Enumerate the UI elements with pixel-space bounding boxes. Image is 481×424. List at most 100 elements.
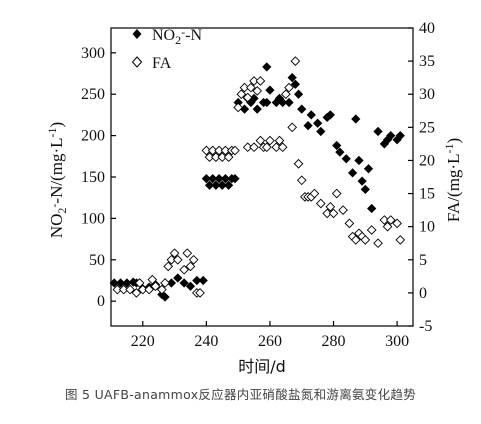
fa-data-point bbox=[204, 152, 215, 162]
filled-diamond-icon bbox=[132, 29, 142, 39]
fa-data-point bbox=[214, 145, 224, 156]
no2-data-point bbox=[278, 97, 288, 108]
no2-data-point bbox=[373, 126, 383, 137]
no2-data-point bbox=[192, 275, 202, 286]
fa-data-point bbox=[395, 235, 406, 245]
fa-data-point bbox=[242, 92, 253, 103]
y-left-tick-label: 200 bbox=[81, 128, 105, 145]
no2-data-point bbox=[284, 97, 294, 108]
fa-data-point bbox=[252, 86, 263, 96]
fa-data-point bbox=[223, 152, 234, 162]
x-axis-title: 时间/d bbox=[238, 357, 286, 376]
fa-data-point bbox=[265, 135, 275, 146]
fa-data-point bbox=[296, 175, 307, 186]
fa-data-point bbox=[207, 145, 218, 156]
fa-data-point bbox=[147, 274, 158, 285]
fa-data-point bbox=[157, 284, 167, 295]
y-left-tick-label: 150 bbox=[81, 169, 105, 186]
fa-data-point bbox=[344, 218, 355, 229]
y-right-tick-label: 25 bbox=[419, 119, 435, 136]
x-tick-label: 280 bbox=[322, 333, 346, 350]
fa-data-point bbox=[185, 261, 196, 272]
fa-data-point bbox=[261, 142, 272, 153]
fa-data-point bbox=[328, 208, 339, 219]
y-right-tick-label: 15 bbox=[419, 186, 435, 203]
legend-label-fa: FA bbox=[152, 55, 172, 72]
fa-data-point bbox=[160, 278, 170, 288]
y-left-tick-label: 250 bbox=[81, 86, 105, 103]
no2-data-point bbox=[335, 147, 345, 157]
no2-data-point bbox=[351, 114, 361, 124]
no2-data-point bbox=[367, 203, 377, 214]
fa-data-point bbox=[249, 142, 259, 153]
fa-data-point bbox=[112, 284, 123, 295]
legend: NO2--N FA bbox=[131, 25, 202, 72]
y-left-tick-label: 100 bbox=[81, 210, 105, 227]
no2-data-point bbox=[252, 104, 262, 114]
no2-data-point bbox=[262, 97, 272, 108]
no2-data-point bbox=[325, 110, 335, 120]
fa-data-point bbox=[284, 82, 294, 93]
figure-caption: 图 5 UAFB-anammox反应器内亚硝酸盐氮和游离氨变化趋势 bbox=[64, 387, 417, 402]
no2-data-point bbox=[303, 121, 313, 131]
fa-data-point bbox=[220, 145, 231, 156]
chart: 220 240 260 280 300 0 50 100 150 200 250 300 -5 0 5 10 1… bbox=[45, 20, 463, 376]
fa-data-point bbox=[249, 76, 259, 86]
fa-data-point bbox=[182, 248, 193, 258]
open-diamond-icon bbox=[131, 56, 143, 68]
no2-data-point bbox=[341, 154, 351, 164]
y-right-tick-label: 35 bbox=[419, 53, 435, 70]
y-left-tick-label: 300 bbox=[81, 45, 105, 62]
no2-data-point bbox=[201, 174, 211, 184]
legend-item-no2: NO2--N bbox=[132, 25, 202, 47]
no2-data-point bbox=[173, 273, 183, 283]
fa-data-point bbox=[242, 142, 253, 153]
fa-data-point bbox=[309, 188, 320, 199]
fa-data-point bbox=[137, 284, 148, 295]
no2-data-point bbox=[290, 79, 301, 89]
fa-data-point bbox=[125, 284, 135, 295]
no2-data-point bbox=[204, 180, 215, 190]
x-tick-label: 220 bbox=[131, 333, 155, 350]
fa-data-point bbox=[385, 215, 396, 225]
fa-data-point bbox=[255, 135, 266, 146]
no2-data-point bbox=[198, 275, 208, 286]
y-left-tick-label: 0 bbox=[97, 293, 105, 310]
no2-data-point bbox=[208, 174, 218, 184]
fa-data-point bbox=[201, 145, 212, 156]
no2-data-point bbox=[185, 281, 196, 291]
legend-label-no2: NO2--N bbox=[152, 25, 202, 47]
fa-data-point bbox=[230, 145, 240, 156]
fa-data-point bbox=[360, 235, 371, 245]
no2-data-point bbox=[293, 89, 304, 99]
no2-data-point bbox=[332, 140, 342, 151]
no2-data-point bbox=[230, 174, 240, 184]
y-right-tick-label: 40 bbox=[419, 20, 435, 37]
fa-data-point bbox=[179, 264, 189, 275]
fa-data-point bbox=[325, 201, 336, 212]
fa-data-point bbox=[350, 235, 361, 245]
fa-data-point bbox=[293, 158, 304, 169]
no2-data-point bbox=[360, 184, 370, 195]
no2-data-point bbox=[217, 180, 227, 190]
y-right-tick-label: 10 bbox=[419, 219, 435, 236]
fa-data-point bbox=[331, 188, 342, 199]
fa-data-point bbox=[118, 284, 129, 295]
y-right-tick-label: 20 bbox=[419, 152, 435, 169]
no2-data-point bbox=[262, 62, 272, 72]
y-left-tick-label: 50 bbox=[89, 252, 105, 269]
fa-data-point bbox=[277, 142, 288, 153]
y-right-tick-label: -5 bbox=[419, 318, 432, 335]
fa-data-point bbox=[134, 278, 145, 288]
y-right-tick-label: 0 bbox=[419, 285, 427, 302]
fa-data-point bbox=[338, 205, 348, 215]
y-axis-left-title: NO2--N/(mg·L-1) bbox=[45, 122, 69, 238]
fa-data-point bbox=[315, 198, 326, 209]
fa-data-point bbox=[233, 102, 243, 113]
fa-data-point bbox=[169, 248, 180, 258]
no2-data-point bbox=[109, 278, 119, 288]
fa-data-point bbox=[379, 215, 390, 225]
fa-data-point bbox=[144, 284, 154, 295]
legend-item-fa: FA bbox=[131, 55, 172, 72]
